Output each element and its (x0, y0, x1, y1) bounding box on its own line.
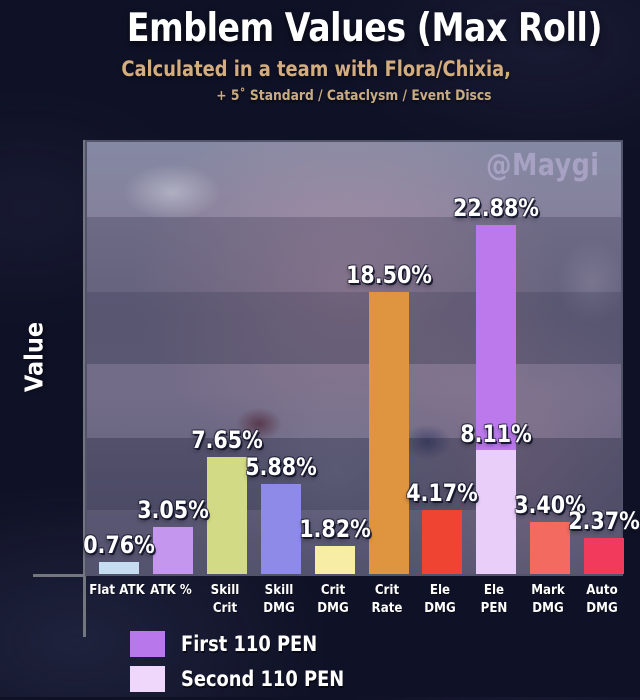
bar-auto-dmg (584, 538, 625, 574)
y-axis-label: Value (19, 321, 49, 393)
value-label: 2.37% (568, 507, 640, 535)
x-axis-label: Ele DMG (424, 582, 457, 616)
value-label: 7.65% (190, 426, 263, 454)
x-axis-label: Mark DMG (531, 582, 565, 616)
x-axis-label: Flat ATK (89, 582, 145, 598)
value-label-overlay: 8.11% (460, 420, 533, 448)
x-axis-label: Skill DMG (262, 582, 295, 616)
chart-title-text: Emblem Values (Max Roll) (126, 6, 603, 51)
bar-skill-dmg (260, 484, 301, 574)
legend-item: Second 110 PEN (130, 665, 373, 692)
x-axis-tick (33, 574, 85, 577)
legend-swatch (130, 630, 165, 657)
bar-ele-pen (476, 225, 517, 574)
y-axis-line (83, 140, 86, 637)
background-overlay-bands (87, 142, 621, 574)
chart-title: Emblem Values (Max Roll) (85, 6, 623, 51)
bar-flat-atk (99, 562, 139, 574)
bar-overlay-second-pen (476, 450, 517, 574)
bar-mark-dmg (530, 522, 571, 574)
chart-conditions: + 5˚ Standard / Cataclysm / Event Discs (85, 88, 623, 104)
value-label: 22.88% (453, 194, 540, 222)
watermark-text: @Maygi (485, 148, 599, 183)
chart-subtitle: Calculated in a team with Flora/Chixia, (0, 57, 632, 81)
x-axis-label: Crit Rate (371, 582, 402, 616)
watermark: @Maygi (476, 148, 610, 183)
legend: First 110 PEN Second 110 PEN (130, 630, 373, 700)
value-labels-layer: 0.76% 3.05% 7.65% 5.88% 1.82% 18.50% 4.17% 22.8… (83, 142, 640, 574)
bar-crit-dmg (314, 546, 355, 574)
bar-atk- (152, 527, 193, 574)
x-axis-label: Crit DMG (316, 582, 349, 616)
x-axis-label: Skill Crit (210, 582, 240, 616)
value-label: 0.76% (83, 531, 155, 559)
legend-swatch (130, 665, 165, 692)
legend-label: First 110 PEN (181, 631, 318, 656)
legend-item: First 110 PEN (130, 630, 373, 657)
value-label: 4.17% (406, 479, 479, 507)
background-artwork (87, 142, 621, 574)
x-axis-label: Ele PEN (480, 582, 508, 616)
value-label: 3.40% (514, 491, 586, 519)
bar-skill-crit (206, 457, 247, 574)
bars-layer (87, 142, 625, 574)
bar-crit-rate (368, 292, 409, 574)
x-axis-label: Auto DMG (586, 582, 618, 616)
x-axis-label: ATK % (150, 582, 192, 598)
chart-conditions-text: + 5˚ Standard / Cataclysm / Event Discs (216, 88, 492, 104)
legend-label: Second 110 PEN (181, 666, 345, 691)
value-label: 18.50% (345, 261, 432, 289)
plot-area: @Maygi 0.76% 3.05% 7.65% 5.88% 1.82% 18.50% 4.… (83, 140, 640, 576)
value-label: 5.88% (244, 453, 317, 481)
value-label: 1.82% (298, 515, 371, 543)
bar-ele-dmg (422, 510, 463, 574)
x-axis-labels: Flat ATK ATK % Skill Crit Skill DMG Crit DMG Cri… (85, 581, 623, 621)
value-label: 3.05% (137, 496, 209, 524)
chart-subtitle-text: Calculated in a team with Flora/Chixia, (121, 57, 511, 81)
